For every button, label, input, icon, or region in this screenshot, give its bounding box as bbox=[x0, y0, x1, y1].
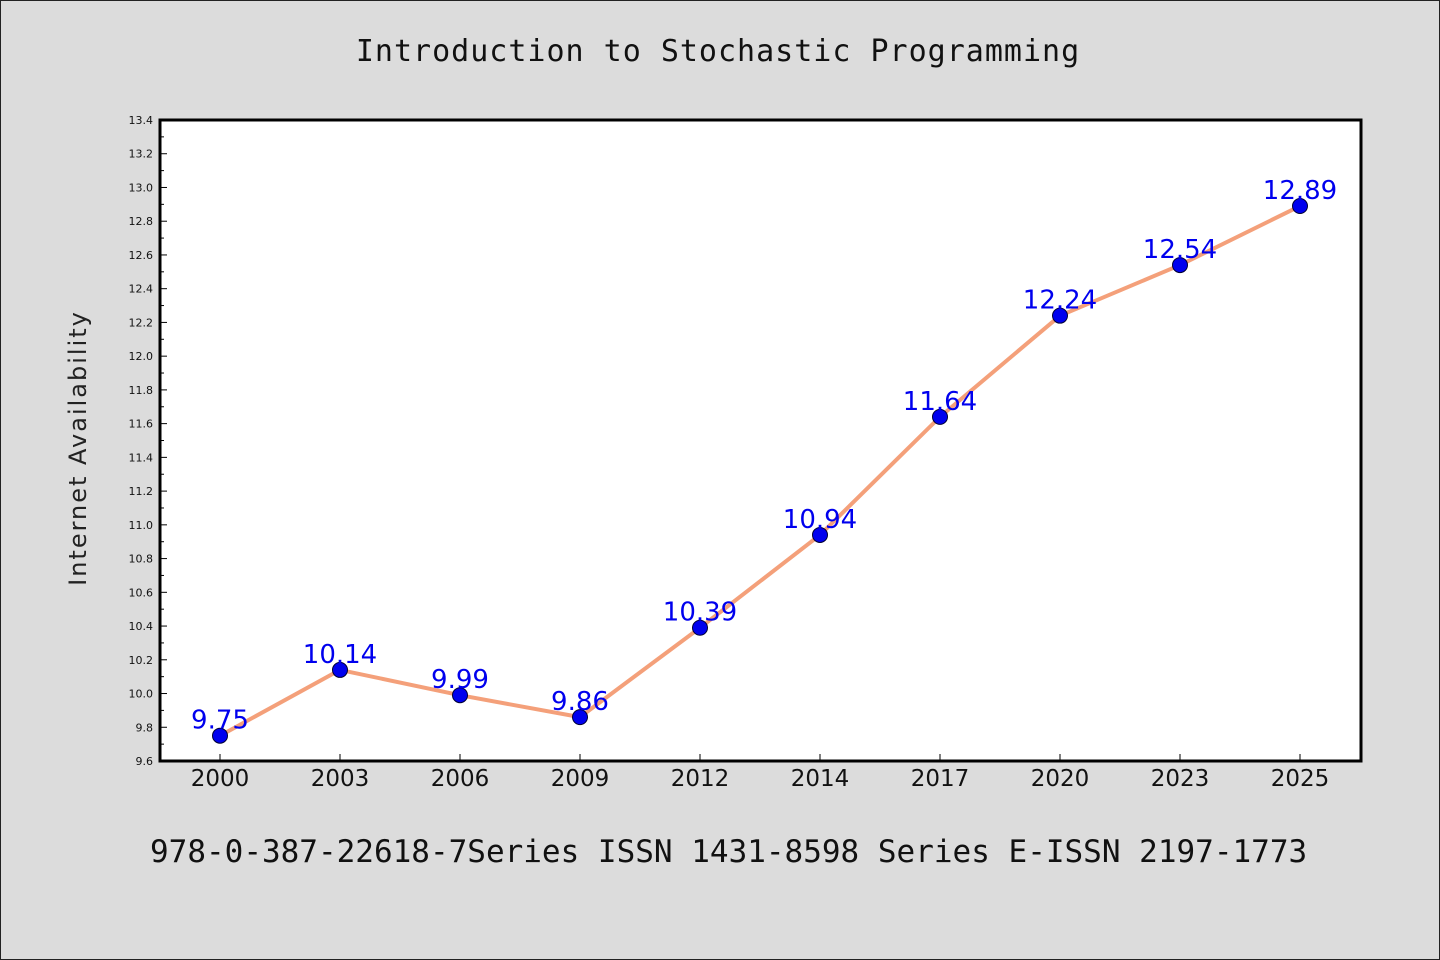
x-tick-label: 2006 bbox=[431, 766, 490, 792]
data-point bbox=[932, 408, 948, 425]
data-point bbox=[212, 727, 228, 744]
y-tick-label: 10.2 bbox=[129, 654, 154, 667]
data-label: 10.94 bbox=[783, 505, 857, 535]
y-tick-label: 12.6 bbox=[129, 249, 154, 262]
y-tick-label: 10.6 bbox=[129, 586, 154, 599]
x-tick-label: 2014 bbox=[791, 766, 850, 792]
data-label: 12.89 bbox=[1263, 176, 1337, 206]
y-tick-label: 10.0 bbox=[129, 688, 154, 701]
data-label: 11.64 bbox=[903, 387, 977, 417]
y-tick-label: 9.6 bbox=[136, 755, 154, 768]
x-tick-label: 2025 bbox=[1271, 766, 1330, 792]
plot-area bbox=[160, 120, 1361, 761]
x-tick-label: 2020 bbox=[1031, 766, 1090, 792]
data-label: 12.24 bbox=[1023, 286, 1097, 316]
data-point bbox=[332, 661, 348, 678]
data-point bbox=[1052, 307, 1068, 324]
x-axis: 2000 2003 2006 2009 2012 2014 2017 2020 2023 2025 bbox=[191, 754, 1330, 792]
y-tick-label: 10.4 bbox=[129, 620, 154, 633]
y-tick-label: 12.4 bbox=[129, 283, 154, 296]
data-point bbox=[812, 526, 828, 543]
x-tick-label: 2017 bbox=[911, 766, 970, 792]
data-label: 12.54 bbox=[1143, 235, 1217, 265]
footer-isbn-text: 978-0-387-22618-7Series ISSN 1431-8598 S… bbox=[150, 834, 1308, 870]
y-tick-label: 11.2 bbox=[129, 485, 154, 498]
data-point bbox=[1172, 257, 1188, 274]
data-point bbox=[1292, 198, 1308, 215]
x-tick-label: 2009 bbox=[551, 766, 610, 792]
y-tick-label: 11.4 bbox=[129, 451, 154, 464]
y-tick-label: 9.8 bbox=[136, 721, 154, 734]
data-label: 10.39 bbox=[663, 598, 737, 628]
data-point bbox=[452, 687, 468, 704]
data-label: 9.99 bbox=[431, 665, 489, 695]
y-tick-label: 13.4 bbox=[129, 114, 154, 127]
data-point bbox=[692, 619, 708, 636]
series-line bbox=[219, 204, 1301, 738]
plot-border bbox=[158, 118, 1363, 763]
x-tick-label: 2012 bbox=[671, 766, 730, 792]
y-tick-label: 11.0 bbox=[129, 519, 154, 532]
y-tick-label: 11.6 bbox=[129, 418, 154, 431]
chart-title: Introduction to Stochastic Programming bbox=[355, 34, 1081, 69]
data-label: 9.75 bbox=[191, 706, 249, 736]
y-tick-label: 10.8 bbox=[129, 553, 154, 566]
y-tick-label: 13.2 bbox=[129, 148, 154, 161]
y-tick-label: 12.2 bbox=[129, 316, 154, 329]
data-point bbox=[572, 709, 588, 726]
data-label: 10.14 bbox=[303, 640, 377, 670]
x-tick-label: 2003 bbox=[311, 766, 370, 792]
y-tick-label: 13.0 bbox=[129, 181, 154, 194]
x-tick-label: 2023 bbox=[1151, 766, 1210, 792]
x-tick-label: 2000 bbox=[191, 766, 250, 792]
y-tick-label: 12.8 bbox=[129, 215, 154, 228]
y-tick-label: 12.0 bbox=[129, 350, 154, 363]
data-label: 9.86 bbox=[551, 687, 609, 717]
y-tick-label: 11.8 bbox=[129, 384, 154, 397]
y-axis: 9.6 9.8 10.0 10.2 10.4 10.6 10.8 11.0 11.2 11.4 11… bbox=[129, 114, 167, 768]
series-group: 9.75 10.14 9.99 9.86 10.39 10.94 11.64 12.24 12.… bbox=[191, 176, 1337, 744]
